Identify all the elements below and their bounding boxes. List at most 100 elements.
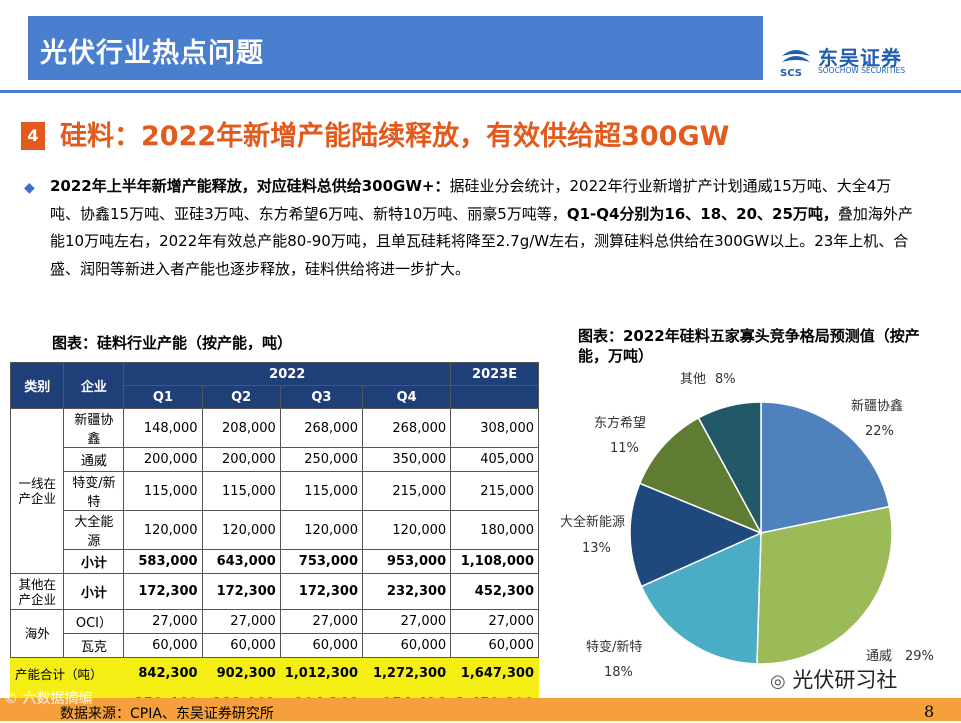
value-cell: 1,108,000: [450, 549, 539, 574]
pie-slice: [756, 505, 893, 665]
value-cell: 308,000: [450, 408, 539, 448]
watermark-right-text: 光伏研习社: [792, 668, 898, 692]
company-cell: 通威: [63, 447, 125, 472]
subtotal-row: 其他在产企业 小计 172,300 172,300 172,300 232,300 45…: [9, 573, 539, 610]
section-title: 硅料：2022年新增产能陆续释放，有效供给超300GW: [60, 121, 730, 152]
company-cell: 瓦克: [63, 633, 125, 658]
company-cell: 特变/新特: [63, 471, 125, 511]
data-source: 数据来源：CPIA、东吴证券研究所: [60, 706, 274, 722]
pie-slice-name: 通威: [866, 649, 892, 664]
company-cell: 新疆协鑫: [63, 408, 125, 448]
header-divider: [0, 90, 961, 93]
company-cell: OCI）: [63, 609, 125, 634]
value-cell: 268,000: [361, 408, 452, 448]
subtotal-row: 小计 583,000 643,000 753,000 953,000 1,108,000: [11, 549, 539, 574]
value-cell: 180,000: [450, 510, 539, 550]
pie-slice-percent: 18%: [604, 665, 633, 680]
header-blank: [450, 385, 539, 409]
value-cell: 268,000: [279, 408, 364, 448]
watermark-right: ◎ 光伏研习社: [770, 664, 897, 694]
value-cell: 842,300: [123, 657, 203, 689]
header-q3: Q3: [279, 385, 364, 409]
pie-slice-percent: 8%: [715, 372, 736, 387]
value-cell: 902,300: [201, 657, 281, 689]
header-year-2023: 2023E: [450, 362, 539, 386]
table-row: 海外 OCI） 27,000 27,000 27,000 27,000 27,000: [9, 609, 539, 658]
pie-slice-name: 东方希望: [594, 415, 646, 431]
value-cell: 250,000: [279, 447, 364, 472]
value-cell: 1,647,300: [450, 657, 539, 689]
pie-slice-percent: 22%: [865, 424, 894, 439]
section-number: 4: [21, 122, 45, 150]
value-cell: 120,000: [361, 510, 452, 550]
pie-slice: [629, 482, 763, 588]
value-cell: 753,000: [279, 549, 364, 574]
value-cell: 1,272,300: [361, 657, 452, 689]
wechat-icon: ◎: [770, 671, 786, 692]
page-title: 光伏行业热点问题: [40, 38, 264, 69]
company-cell: 大全能源: [63, 510, 125, 550]
pie-slice-name: 特变/新特: [586, 639, 642, 655]
pie-slice-percent: 29%: [905, 649, 934, 664]
value-cell: 27,000: [361, 609, 452, 634]
value-cell: 27,000: [201, 609, 281, 634]
value-cell: 215,000: [450, 471, 539, 511]
table-title: 图表：硅料行业产能（按产能，吨）: [52, 334, 293, 352]
value-cell: 643,000: [201, 549, 281, 574]
pie-slice: [760, 401, 891, 534]
value-cell: 60,000: [450, 633, 539, 658]
company-cell: 小计: [63, 549, 125, 574]
value-cell: 405,000: [450, 447, 539, 472]
pie-slice-percent: 11%: [610, 441, 639, 456]
svg-text:SCS: SCS: [780, 68, 802, 79]
value-cell: 953,000: [361, 549, 452, 574]
header-category: 类别: [9, 362, 65, 409]
value-cell: 350,000: [361, 447, 452, 472]
para-bold-1: 2022年上半年新增产能释放，对应硅料总供给300GW+：: [50, 177, 450, 195]
value-cell: 172,300: [279, 573, 364, 610]
table-row: 特变/新特 115,000 115,000 115,000 215,000 215,00…: [11, 471, 539, 511]
group-overseas: 海外: [9, 609, 65, 658]
value-cell: 215,000: [361, 471, 452, 511]
value-cell: 120,000: [201, 510, 281, 550]
value-cell: 452,300: [450, 573, 539, 610]
header-year-2022: 2022: [123, 362, 452, 386]
value-cell: 172,300: [123, 573, 203, 610]
pie-slice: [697, 401, 762, 534]
value-cell: 27,000: [279, 609, 364, 634]
value-cell: 208,000: [201, 408, 281, 448]
header-q2: Q2: [201, 385, 281, 409]
total-row: 产能合计（吨） 842,300 902,300 1,012,300 1,272,300…: [9, 657, 539, 689]
para-text-2: 叠加海外产能10万吨左右，2022年有效总产能80-90万吨，且单瓦硅耗将降至2…: [50, 204, 913, 278]
header-bar: 光伏行业热点问题: [28, 16, 763, 80]
pie-slice: [640, 531, 762, 665]
pie-slice-name: 大全新能源: [560, 514, 625, 530]
pie-slice-percent: 13%: [582, 541, 611, 556]
value-cell: 200,000: [123, 447, 203, 472]
table-row: 大全能源 120,000 120,000 120,000 120,000 180,000: [11, 510, 539, 550]
value-cell: 1,012,300: [279, 657, 364, 689]
summary-paragraph: 2022年上半年新增产能释放，对应硅料总供给300GW+：据硅业分会统计，202…: [50, 173, 920, 283]
total-label: 产能合计（吨）: [9, 657, 125, 689]
company-cell: 小计: [63, 573, 125, 610]
value-cell: 232,300: [361, 573, 452, 610]
company-logo: SCS 东吴证券 SOOCHOW SECURITIES: [778, 44, 928, 80]
capacity-table: 类别 企业 2022 2023E Q1 Q2 Q3 Q4 一线在产企业 新疆协鑫…: [9, 362, 539, 720]
value-cell: 60,000: [201, 633, 281, 658]
table-row: 一线在产企业 新疆协鑫 148,000 208,000 268,000 268,000…: [9, 408, 539, 574]
pie-slice: [638, 416, 763, 535]
value-cell: 60,000: [361, 633, 452, 658]
watermark-left: © 六数据摘编: [4, 691, 93, 707]
value-cell: 120,000: [279, 510, 364, 550]
value-cell: 115,000: [123, 471, 203, 511]
value-cell: 60,000: [279, 633, 364, 658]
para-bold-2: Q1-Q4分别为16、18、20、25万吨，: [566, 204, 838, 223]
value-cell: 172,300: [201, 573, 281, 610]
page-number: 8: [924, 702, 935, 721]
logo-mark-icon: SCS: [780, 50, 810, 79]
pie-chart-title: 图表：2022年硅料五家寡头竞争格局预测值（按产能，万吨）: [578, 327, 920, 365]
value-cell: 115,000: [279, 471, 364, 511]
header-q1: Q1: [123, 385, 203, 409]
table-header-row: 类别 企业 2022 2023E: [9, 362, 539, 409]
table-row: 瓦克 60,000 60,000 60,000 60,000 60,000: [11, 633, 539, 658]
